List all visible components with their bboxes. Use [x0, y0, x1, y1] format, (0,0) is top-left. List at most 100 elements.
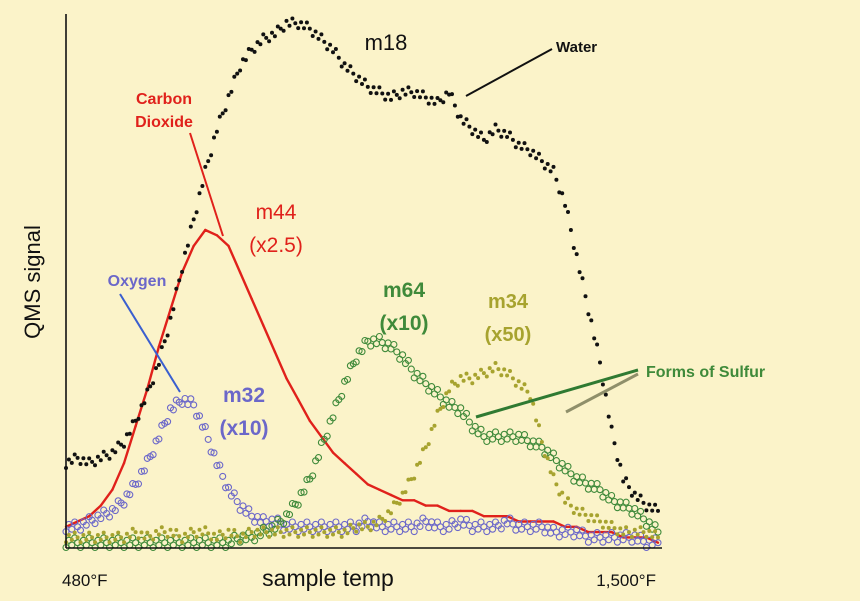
- data-point-m34: [113, 537, 118, 542]
- data-point-m64: [309, 472, 317, 480]
- data-point-m64: [343, 375, 352, 384]
- data-point-m34: [249, 530, 254, 535]
- data-point-m18: [278, 26, 283, 31]
- data-point-m34: [635, 532, 640, 537]
- data-point-m18: [502, 128, 507, 133]
- data-point-m34: [502, 367, 507, 372]
- data-point-m64: [457, 404, 465, 412]
- data-point-m32: [134, 480, 143, 488]
- data-point-m18: [568, 228, 573, 232]
- series-m18: [64, 16, 660, 513]
- data-point-m18: [513, 145, 518, 150]
- data-point-m18: [328, 42, 333, 47]
- data-point-m18: [133, 418, 138, 423]
- data-point-m34: [415, 462, 420, 467]
- data-point-m64: [651, 521, 659, 529]
- data-point-m34: [322, 530, 327, 535]
- data-point-m18: [229, 89, 234, 94]
- data-point-m34: [293, 530, 298, 535]
- data-point-m34: [638, 525, 643, 530]
- data-point-m34: [522, 382, 527, 387]
- data-point-m32: [201, 423, 209, 431]
- data-point-m34: [377, 514, 382, 519]
- data-point-m18: [595, 342, 600, 347]
- data-point-m18: [110, 448, 115, 453]
- data-point-m34: [339, 534, 344, 539]
- annotation-carbon-dioxide-line-2: Dioxide: [135, 114, 193, 131]
- data-point-m34: [217, 529, 222, 534]
- data-point-m18: [142, 401, 147, 406]
- data-point-m18: [310, 34, 315, 38]
- data-point-m34: [342, 527, 347, 532]
- data-point-m18: [183, 250, 187, 255]
- data-point-m34: [609, 520, 614, 524]
- data-point-m34: [435, 408, 440, 413]
- data-point-m32: [123, 490, 131, 498]
- data-point-m18: [429, 95, 434, 100]
- data-point-m34: [386, 509, 391, 514]
- data-point-m18: [612, 441, 617, 446]
- data-point-m34: [595, 513, 600, 518]
- data-point-m64: [465, 418, 473, 426]
- data-point-m44: [331, 451, 335, 454]
- data-point-m32: [193, 412, 201, 420]
- data-point-m32: [126, 491, 134, 499]
- data-point-m18: [537, 151, 541, 156]
- data-point-m34: [267, 534, 272, 539]
- annotation-m44-line-1: m44: [256, 201, 297, 224]
- data-point-m18: [426, 101, 431, 106]
- data-point-m44: [308, 419, 311, 422]
- data-point-m32: [518, 525, 526, 533]
- data-point-m18: [534, 156, 539, 161]
- data-point-m34: [133, 530, 138, 535]
- data-point-m34: [180, 540, 185, 545]
- data-point-m64: [564, 462, 572, 470]
- data-point-m18: [368, 91, 373, 95]
- data-point-m64: [422, 380, 430, 388]
- data-point-m34: [467, 376, 472, 381]
- data-point-m32: [619, 536, 627, 544]
- data-point-m32: [561, 530, 569, 539]
- data-point-m18: [505, 135, 510, 139]
- data-point-m32: [68, 525, 76, 533]
- x-axis-label: sample temp: [262, 565, 394, 591]
- data-point-m34: [124, 531, 129, 536]
- data-point-m18: [400, 87, 405, 92]
- data-point-m34: [479, 367, 483, 372]
- data-point-m34: [632, 527, 637, 532]
- data-point-m18: [101, 449, 106, 454]
- data-point-m34: [351, 526, 356, 531]
- data-point-m18: [174, 286, 179, 291]
- data-point-m64: [489, 435, 497, 443]
- data-point-m18: [316, 36, 321, 41]
- data-point-m64: [399, 351, 407, 359]
- data-point-m18: [299, 20, 304, 25]
- data-point-m18: [490, 132, 495, 137]
- data-point-m34: [598, 519, 602, 524]
- data-point-m18: [302, 26, 306, 31]
- sulfur-leader-line-1: [475, 368, 639, 419]
- data-point-m34: [412, 476, 417, 481]
- data-point-m18: [496, 128, 501, 133]
- data-point-m34: [110, 533, 115, 537]
- data-point-m34: [621, 532, 626, 537]
- data-point-m34: [243, 535, 248, 540]
- data-point-m18: [267, 39, 272, 44]
- data-point-m34: [156, 532, 161, 537]
- data-point-m34: [653, 529, 658, 534]
- data-point-m18: [275, 24, 280, 29]
- data-point-m32: [111, 507, 119, 515]
- data-point-m32: [555, 533, 563, 541]
- data-point-m64: [558, 459, 566, 468]
- data-point-m18: [203, 164, 208, 169]
- data-point-m18: [519, 146, 524, 151]
- data-point-m18: [362, 77, 367, 82]
- data-point-m32: [198, 423, 206, 431]
- data-point-m34: [139, 530, 144, 535]
- data-point-m18: [383, 97, 388, 102]
- data-point-m32: [454, 524, 462, 532]
- data-point-m34: [101, 530, 106, 535]
- data-point-m34: [534, 418, 539, 423]
- data-point-m18: [345, 68, 350, 73]
